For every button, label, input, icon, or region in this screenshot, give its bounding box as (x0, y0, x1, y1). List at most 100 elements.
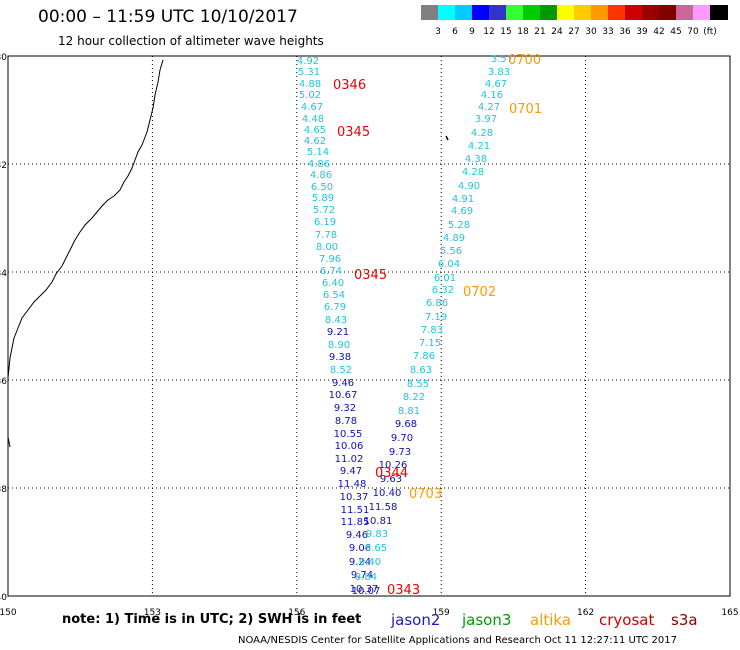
swh-value-left: 9.38 (329, 352, 351, 363)
swh-value-right: 3.57 (491, 54, 513, 65)
swh-value-right: 4.21 (468, 141, 490, 152)
legend-swatch (421, 5, 439, 20)
swh-value-left: 4.88 (299, 79, 321, 90)
swh-value-left: 10.37 (350, 584, 379, 595)
swh-value-right: 8.81 (398, 406, 420, 417)
legend-swatch (489, 5, 507, 20)
swh-value-left: 4.92 (297, 56, 319, 67)
swh-value-right: 4.67 (485, 79, 507, 90)
swh-value-right: 6.32 (432, 285, 454, 296)
x-tick-label: 150 (0, 608, 17, 618)
legend-swatch (608, 5, 626, 20)
y-tick-label: 32 (0, 161, 7, 171)
swh-value-right: 7.19 (425, 312, 447, 323)
swh-value-left: 9.06 (349, 543, 371, 554)
plot-frame (7, 55, 731, 597)
legend-swatch (659, 5, 677, 20)
legend-swatch (438, 5, 456, 20)
swh-value-right: 9.73 (389, 447, 411, 458)
legend-swatch (591, 5, 609, 20)
legend-label: 42 (653, 27, 665, 37)
legend-swatch (642, 5, 660, 20)
swh-value-right: 9.65 (365, 543, 387, 554)
swh-value-left: 11.85 (341, 517, 370, 528)
swh-value-right: 4.69 (451, 206, 473, 217)
swh-value-right: 11.58 (369, 502, 398, 513)
swh-value-left: 10.67 (329, 390, 358, 401)
x-tick-label: 159 (433, 608, 450, 618)
swh-value-right: 4.27 (478, 102, 500, 113)
swh-value-left: 9.46 (332, 378, 354, 389)
swh-value-left: 8.52 (330, 365, 352, 376)
legend-label: 45 (670, 27, 682, 37)
swh-value-left: 6.79 (324, 302, 346, 313)
swh-value-right: 4.91 (452, 194, 474, 205)
legend-swatch (523, 5, 541, 20)
swh-value-left: 9.74 (351, 570, 373, 581)
swh-value-left: 4.67 (301, 102, 323, 113)
swh-value-left: 10.06 (335, 441, 364, 452)
swh-value-left: 7.96 (319, 254, 341, 265)
legend-label: 70 (687, 27, 699, 37)
swh-value-left: 9.32 (334, 403, 356, 414)
swh-value-right: 10.26 (379, 460, 408, 471)
legend-swatch (506, 5, 524, 20)
swh-value-right: 6.86 (426, 298, 448, 309)
map-subtitle: 12 hour collection of altimeter wave hei… (58, 34, 324, 48)
swh-value-left: 8.00 (316, 242, 338, 253)
swh-value-left: 4.62 (304, 136, 326, 147)
legend-label: 27 (568, 27, 580, 37)
swh-value-right: 4.28 (471, 128, 493, 139)
legend-swatch (557, 5, 575, 20)
pass-time-label: 0343 (387, 583, 420, 598)
swh-value-right: 8.22 (403, 392, 425, 403)
swh-value-right: 8.63 (410, 365, 432, 376)
swh-value-right: 9.83 (366, 529, 388, 540)
swh-value-left: 4.86 (308, 159, 330, 170)
swh-value-left: 10.37 (340, 492, 369, 503)
satellite-label-cryosat: cryosat (599, 611, 655, 629)
swh-value-right: 6.04 (438, 259, 460, 270)
swh-value-left: 8.78 (335, 416, 357, 427)
legend-label: 39 (636, 27, 648, 37)
swh-value-left: 9.24 (349, 557, 371, 568)
swh-value-right: 8.84 (355, 572, 377, 583)
swh-value-right: 9.68 (395, 419, 417, 430)
x-tick-label: 156 (288, 608, 305, 618)
legend-label: 15 (500, 27, 512, 37)
swh-value-right: 4.16 (481, 90, 503, 101)
legend-swatch (676, 5, 694, 20)
pass-time-label: 0344 (375, 466, 408, 481)
swh-value-left: 9.46 (346, 530, 368, 541)
swh-value-right: 9.40 (359, 557, 381, 568)
map-title: 00:00 – 11:59 UTC 10/10/2017 (38, 7, 298, 27)
swh-value-left: 6.54 (323, 290, 345, 301)
legend-label: 33 (602, 27, 614, 37)
satellite-label-altika: altika (530, 611, 572, 629)
pass-time-label: 0700 (508, 53, 541, 68)
note-text: note: 1) Time is in UTC; 2) SWH is in fe… (62, 612, 362, 627)
swh-value-left: 5.14 (307, 147, 329, 158)
legend-swatch (693, 5, 711, 20)
swh-value-left: 4.48 (302, 114, 324, 125)
x-tick-label: 153 (144, 608, 161, 618)
swh-value-left: 6.19 (314, 217, 336, 228)
pass-time-label: 0701 (509, 102, 542, 117)
y-tick-label: 34 (0, 269, 7, 279)
swh-value-right: 10.40 (373, 488, 402, 499)
swh-value-left: 11.51 (341, 505, 370, 516)
legend-swatch (574, 5, 592, 20)
pass-time-label: 0345 (354, 268, 387, 283)
swh-value-left: 6.50 (311, 182, 333, 193)
legend-label: 30 (585, 27, 597, 37)
swh-value-left: 5.02 (299, 90, 321, 101)
swh-value-left: 7.78 (315, 230, 337, 241)
swh-value-right: 5.56 (440, 246, 462, 257)
swh-value-left: 11.02 (335, 454, 364, 465)
swh-value-right: 4.38 (465, 154, 487, 165)
legend-label: 18 (517, 27, 529, 37)
satellite-label-s3a: s3a (671, 611, 698, 629)
swh-value-left: 10.55 (334, 429, 363, 440)
swh-value-right: 7.15 (419, 338, 441, 349)
swh-value-left: 5.72 (313, 205, 335, 216)
